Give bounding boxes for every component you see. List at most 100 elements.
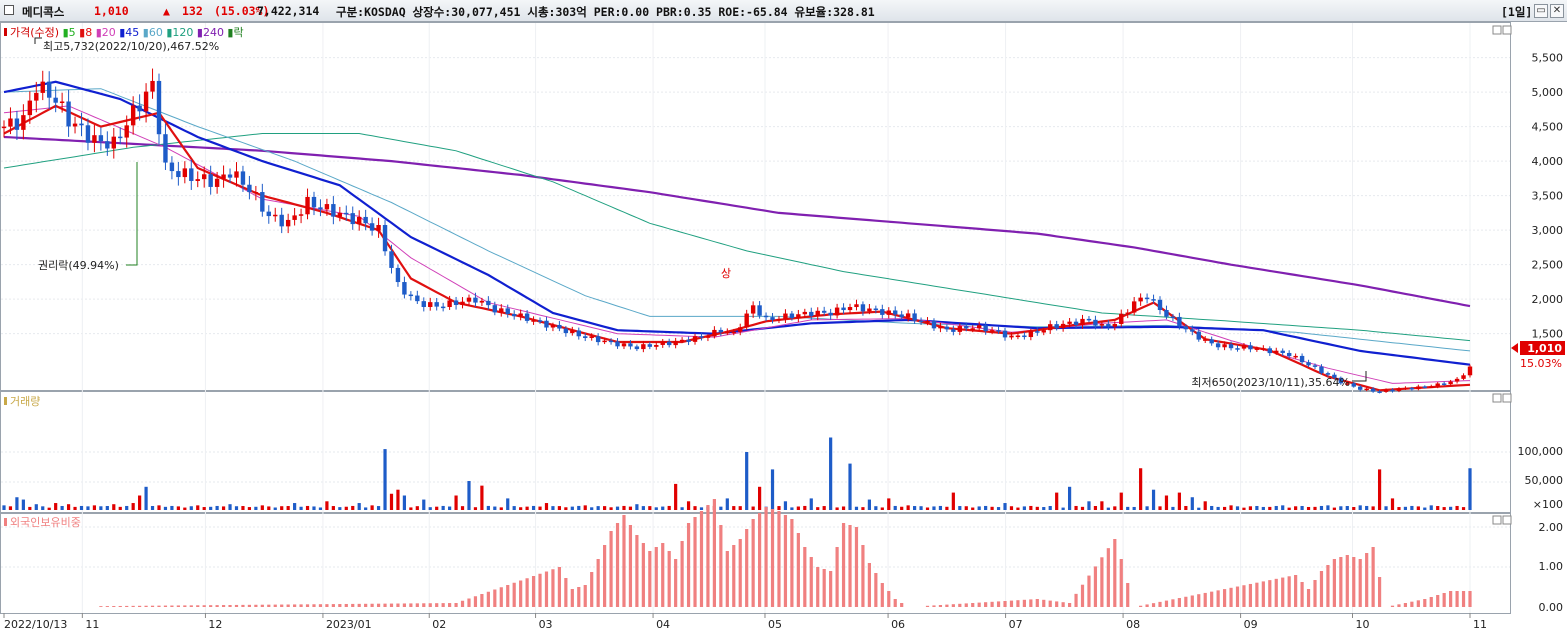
panel-button[interactable] xyxy=(1502,25,1512,35)
foreign-bar xyxy=(854,527,859,607)
volume-bar xyxy=(157,505,161,510)
foreign-bar xyxy=(415,603,419,607)
foreign-bar xyxy=(829,571,833,607)
volume-bar xyxy=(8,506,13,510)
foreign-bar xyxy=(1449,591,1453,607)
foreign-bar xyxy=(428,603,432,607)
volume-bar xyxy=(1442,507,1446,510)
foreign-bar xyxy=(751,519,755,607)
volume-bar xyxy=(519,507,523,510)
panel-button[interactable] xyxy=(1492,515,1502,525)
volume-bar xyxy=(473,507,478,510)
candle-body xyxy=(938,326,943,329)
header-checkbox[interactable] xyxy=(4,5,14,15)
foreign-bar xyxy=(719,525,723,607)
candle-body xyxy=(473,297,478,303)
volume-bar xyxy=(1352,507,1356,510)
volume-bar xyxy=(1365,505,1369,510)
volume-bar xyxy=(964,506,968,510)
volume-bar xyxy=(854,506,859,510)
foreign-bar xyxy=(247,604,252,607)
foreign-bar xyxy=(990,601,994,607)
close-button[interactable]: ✕ xyxy=(1550,4,1564,18)
candle-body xyxy=(686,339,691,342)
foreign-bar xyxy=(460,600,465,607)
volume-bar xyxy=(1281,505,1285,510)
candle-body xyxy=(621,343,627,347)
volume-bar xyxy=(1197,507,1201,510)
candle-body xyxy=(1409,387,1415,390)
candle-body xyxy=(1125,312,1130,315)
volume-bar xyxy=(893,505,897,510)
foreign-bar xyxy=(1100,557,1104,607)
candle-body xyxy=(1364,388,1369,391)
foreign-bar xyxy=(577,587,581,607)
foreign-bar xyxy=(1145,604,1149,607)
foreign-bar xyxy=(848,525,852,607)
volume-tick-label: ×100 xyxy=(1533,498,1563,511)
volume-bar xyxy=(34,504,38,510)
candle-body xyxy=(137,105,142,112)
foreign-bar xyxy=(525,578,529,607)
foreign-bar xyxy=(732,545,736,607)
foreign-bar xyxy=(551,569,555,607)
minimize-button[interactable]: ▭ xyxy=(1534,4,1548,18)
panel-button[interactable] xyxy=(1502,515,1512,525)
foreign-bar xyxy=(790,519,794,607)
foreign-bar xyxy=(318,604,323,607)
volume-bar xyxy=(1461,507,1466,510)
foreign-bar xyxy=(1326,565,1330,607)
foreign-bar xyxy=(312,604,316,607)
candle-body xyxy=(815,310,820,317)
foreign-bar xyxy=(1410,601,1414,607)
price-tick-label: 1,500 xyxy=(1532,328,1564,341)
candle-body xyxy=(1306,362,1311,366)
candle-body xyxy=(944,326,950,330)
foreign-bar xyxy=(1074,593,1078,607)
candle-body xyxy=(660,341,665,345)
volume-bar xyxy=(867,499,871,510)
candle-body xyxy=(421,301,426,307)
foreign-bar xyxy=(1139,605,1143,607)
candle-body xyxy=(770,317,775,320)
panel-buttons[interactable] xyxy=(1492,25,1512,525)
foreign-bar xyxy=(1442,593,1446,607)
volume-bar xyxy=(590,507,594,510)
period-label[interactable]: [1일] xyxy=(1501,5,1533,19)
panel-button[interactable] xyxy=(1502,393,1512,403)
volume-bar xyxy=(73,506,77,510)
foreign-bar xyxy=(1332,559,1336,607)
volume-bar xyxy=(47,507,51,510)
foreign-bar xyxy=(1190,595,1194,607)
foreign-bar xyxy=(932,605,936,607)
foreign-bar xyxy=(1313,580,1317,607)
candle-body xyxy=(1248,345,1253,350)
candle-body xyxy=(1009,335,1014,338)
volume-bar xyxy=(312,506,316,510)
volume-bar xyxy=(209,506,213,510)
volume-bar xyxy=(1016,507,1020,510)
foreign-bar xyxy=(1164,600,1169,607)
volume-bar xyxy=(499,507,503,510)
foreign-bar xyxy=(299,604,303,607)
candle-body xyxy=(1157,299,1163,311)
legend-item: ▮240 xyxy=(193,26,224,39)
panel-button[interactable] xyxy=(1492,25,1502,35)
x-tick-label: 2022/10/13 xyxy=(4,618,67,630)
volume-bar xyxy=(286,506,290,510)
foreign-bar xyxy=(1210,591,1214,607)
volume-bar xyxy=(1332,507,1336,510)
volume-bar xyxy=(732,506,736,510)
candle-body xyxy=(21,115,26,130)
candle-body xyxy=(1060,323,1066,329)
candle-body xyxy=(518,313,523,317)
candle-body xyxy=(66,101,71,127)
candle-body xyxy=(867,308,872,312)
x-tick-label: 11 xyxy=(1473,618,1487,630)
candle-body xyxy=(85,125,91,143)
panel-button[interactable] xyxy=(1492,393,1502,403)
foreign-bar xyxy=(1235,586,1240,607)
foreign-bar xyxy=(596,559,600,607)
candle-body xyxy=(750,305,756,314)
foreign-bar xyxy=(951,604,955,607)
